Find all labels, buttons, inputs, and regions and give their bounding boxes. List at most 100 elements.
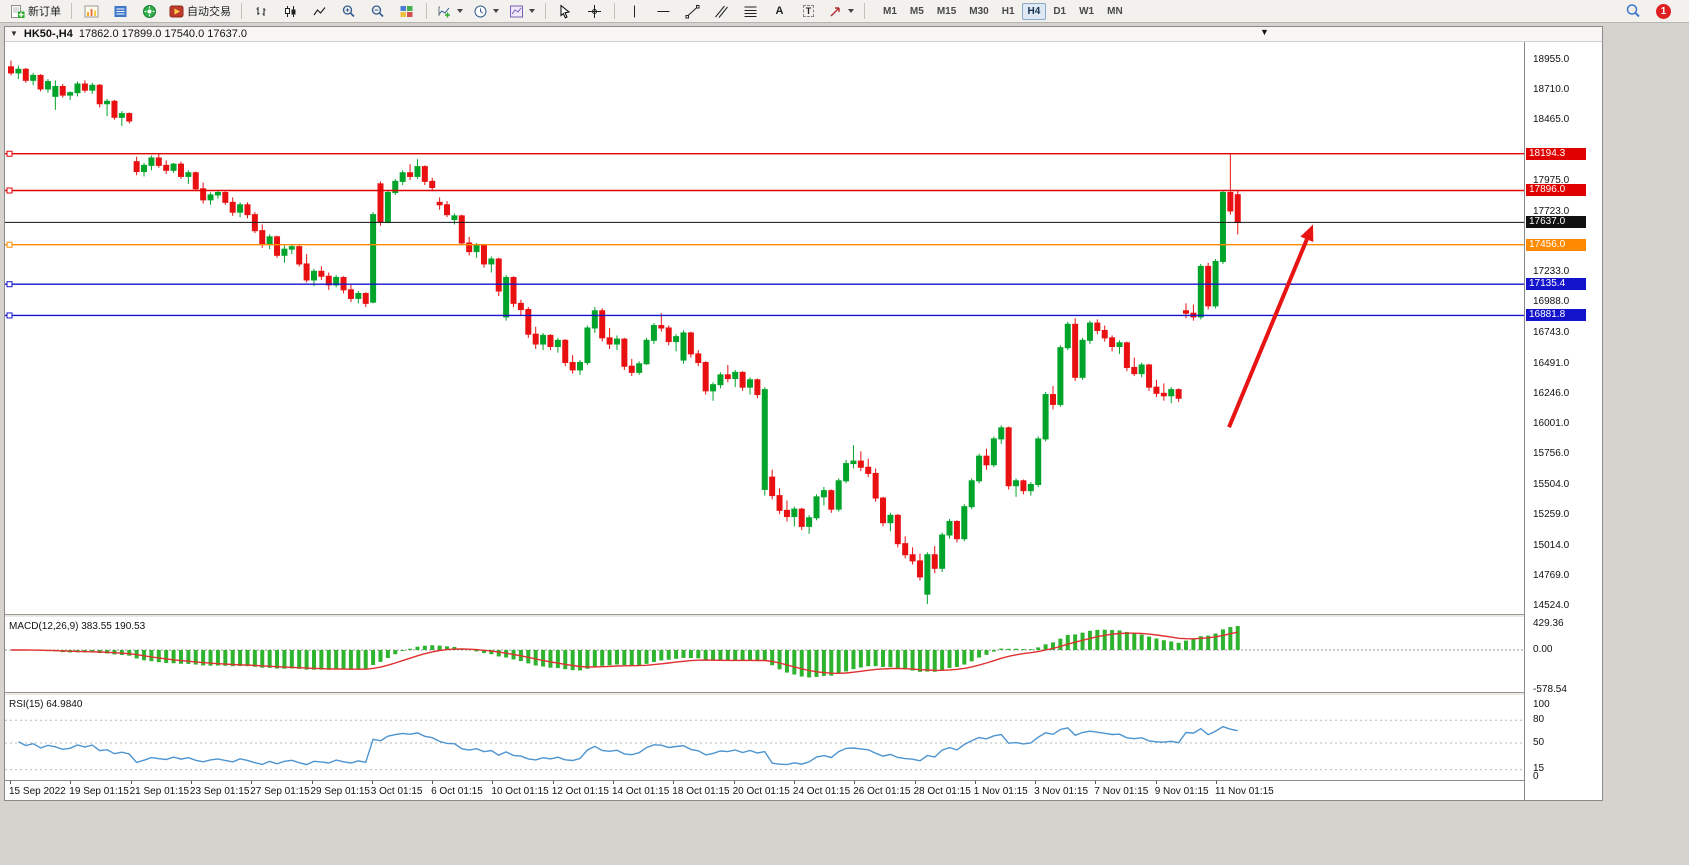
price-axis[interactable]: 18194.3 17896.0 17637.0 17456.0 17135.4 16881… bbox=[1524, 42, 1602, 800]
cursor-tool-button[interactable] bbox=[552, 1, 579, 22]
chart-body: MACD(12,26,9) 383.55 190.53 RSI(15) 64.9… bbox=[5, 42, 1602, 800]
time-tick-label: 19 Sep 01:15 bbox=[69, 786, 129, 797]
candle bbox=[702, 361, 709, 395]
time-tick-mark bbox=[613, 781, 614, 784]
time-axis[interactable]: 15 Sep 2022 19 Sep 01:15 21 Sep 01:15 23 Se… bbox=[5, 780, 1524, 800]
candle bbox=[177, 161, 184, 179]
candle bbox=[591, 307, 598, 333]
candle bbox=[1072, 318, 1079, 381]
candle bbox=[902, 536, 909, 559]
chart-menu-arrow-icon[interactable]: ▼ bbox=[1260, 27, 1269, 37]
candle bbox=[155, 153, 162, 168]
time-tick-mark bbox=[552, 781, 554, 784]
line-anchor-handle[interactable] bbox=[6, 312, 13, 319]
timeframe-button-m30[interactable]: M30 bbox=[969, 5, 989, 17]
rsi-scale-label: 100 bbox=[1533, 699, 1550, 710]
chart-titlebar[interactable]: ▼ HK50-,H4 17862.0 17899.0 17540.0 17637… bbox=[5, 27, 1602, 42]
search-button[interactable] bbox=[1619, 1, 1646, 22]
price-tick-label: 15014.0 bbox=[1533, 539, 1570, 551]
zoom-out-button[interactable] bbox=[364, 1, 391, 22]
rsi-panel[interactable] bbox=[5, 696, 1524, 780]
candle bbox=[281, 245, 288, 263]
candle bbox=[1109, 335, 1116, 352]
line-chart-button[interactable] bbox=[306, 1, 333, 22]
candle bbox=[1094, 319, 1101, 335]
candle bbox=[769, 469, 776, 500]
price-tick-label: 17975.0 bbox=[1533, 174, 1570, 186]
collapse-triangle-icon[interactable]: ▼ bbox=[10, 29, 18, 38]
charts-button[interactable] bbox=[78, 1, 105, 22]
candle bbox=[931, 546, 938, 574]
timeframe-button-m1[interactable]: M1 bbox=[883, 5, 897, 17]
candle bbox=[562, 339, 569, 367]
label-tool-button[interactable]: T bbox=[795, 1, 822, 22]
timeframe-button-m5[interactable]: M5 bbox=[909, 5, 924, 17]
time-tick-label: 6 Oct 01:15 bbox=[431, 786, 483, 797]
channel-tool-button[interactable] bbox=[708, 1, 735, 22]
candlestick-chart-button[interactable] bbox=[277, 1, 304, 22]
panel-divider-macd[interactable] bbox=[5, 614, 1602, 618]
indicators-dropdown-button[interactable] bbox=[433, 1, 467, 22]
market-watch-button[interactable] bbox=[107, 1, 134, 22]
time-tick-mark bbox=[914, 781, 916, 784]
arrows-dropdown-button[interactable] bbox=[824, 1, 858, 22]
templates-dropdown-button[interactable] bbox=[505, 1, 539, 22]
candle bbox=[347, 284, 354, 303]
candle bbox=[480, 244, 487, 268]
candle bbox=[1027, 482, 1034, 496]
notification-badge[interactable]: 1 bbox=[1656, 3, 1671, 19]
time-tick-mark bbox=[1155, 781, 1157, 784]
toolbar-separator bbox=[614, 3, 615, 19]
candle bbox=[613, 335, 620, 351]
bar-chart-button[interactable] bbox=[248, 1, 275, 22]
candle bbox=[909, 547, 916, 565]
line-anchor-handle[interactable] bbox=[6, 281, 13, 288]
toolbar-separator bbox=[545, 3, 546, 19]
candle bbox=[104, 98, 111, 117]
crosshair-tool-button[interactable] bbox=[581, 1, 608, 22]
trend-arrow-annotation[interactable] bbox=[1227, 224, 1314, 428]
new-order-label: 新订单 bbox=[28, 6, 61, 18]
tile-windows-button[interactable] bbox=[393, 1, 420, 22]
candle bbox=[1101, 325, 1108, 342]
time-tick-mark bbox=[974, 781, 976, 784]
zoom-in-button[interactable] bbox=[335, 1, 362, 22]
line-anchor-handle[interactable] bbox=[6, 150, 13, 157]
candle bbox=[1227, 153, 1234, 215]
trendline-tool-button[interactable] bbox=[679, 1, 706, 22]
autotrading-button[interactable]: 自动交易 bbox=[165, 1, 235, 22]
time-tick-mark bbox=[311, 781, 313, 784]
timeframe-button-mn[interactable]: MN bbox=[1107, 5, 1123, 17]
fibonacci-tool-button[interactable] bbox=[737, 1, 764, 22]
navigator-button[interactable] bbox=[136, 1, 163, 22]
line-anchor-handle[interactable] bbox=[6, 187, 13, 194]
candle bbox=[466, 236, 473, 256]
timeframes-dropdown-button[interactable] bbox=[469, 1, 503, 22]
timeframe-button-h4[interactable]: H4 bbox=[1021, 2, 1047, 20]
candle bbox=[362, 292, 369, 308]
macd-panel[interactable] bbox=[5, 618, 1524, 692]
candle bbox=[1116, 340, 1123, 354]
text-tool-button[interactable]: A bbox=[766, 1, 793, 22]
candle bbox=[1190, 304, 1197, 321]
timeframe-button-d1[interactable]: D1 bbox=[1053, 5, 1067, 17]
timeframe-button-w1[interactable]: W1 bbox=[1079, 5, 1095, 17]
template-icon bbox=[510, 5, 523, 17]
candle bbox=[554, 337, 561, 353]
price-chart-plot[interactable] bbox=[5, 42, 1524, 614]
candle bbox=[96, 84, 103, 108]
candle bbox=[237, 202, 244, 218]
horizontal-line-tool-button[interactable] bbox=[650, 1, 677, 22]
panel-divider-rsi[interactable] bbox=[5, 692, 1602, 696]
new-order-button[interactable]: 新订单 bbox=[6, 1, 65, 22]
timeframe-button-m15[interactable]: M15 bbox=[936, 5, 957, 17]
candle bbox=[429, 177, 436, 192]
timeframe-button-h1[interactable]: H1 bbox=[1001, 5, 1015, 17]
candle bbox=[111, 100, 118, 120]
line-anchor-handle[interactable] bbox=[6, 241, 13, 248]
price-tick-label: 16491.0 bbox=[1533, 357, 1570, 369]
time-tick-mark bbox=[70, 781, 72, 784]
vertical-line-tool-button[interactable] bbox=[621, 1, 648, 22]
candle bbox=[81, 80, 88, 93]
candle bbox=[798, 507, 805, 531]
